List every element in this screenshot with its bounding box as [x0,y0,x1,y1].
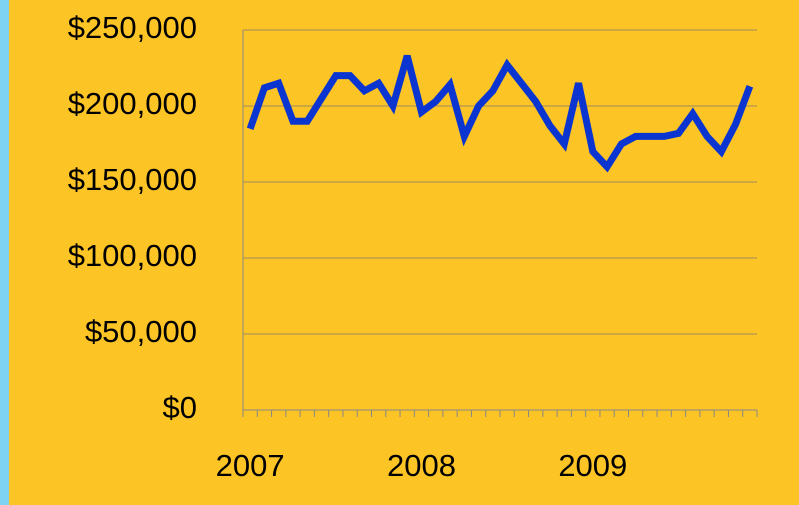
x-tick-label: 2007 [216,448,285,483]
y-tick-label: $0 [163,390,197,425]
line-series [246,54,754,173]
left-edge [0,0,9,505]
y-tick-label: $150,000 [68,162,197,197]
x-tick-label: 2008 [387,448,456,483]
y-tick-label: $250,000 [68,10,197,45]
x-tick-label: 2009 [558,448,627,483]
y-tick-label: $100,000 [68,238,197,273]
y-tick-label: $50,000 [85,314,197,349]
y-tick-label: $200,000 [68,86,197,121]
